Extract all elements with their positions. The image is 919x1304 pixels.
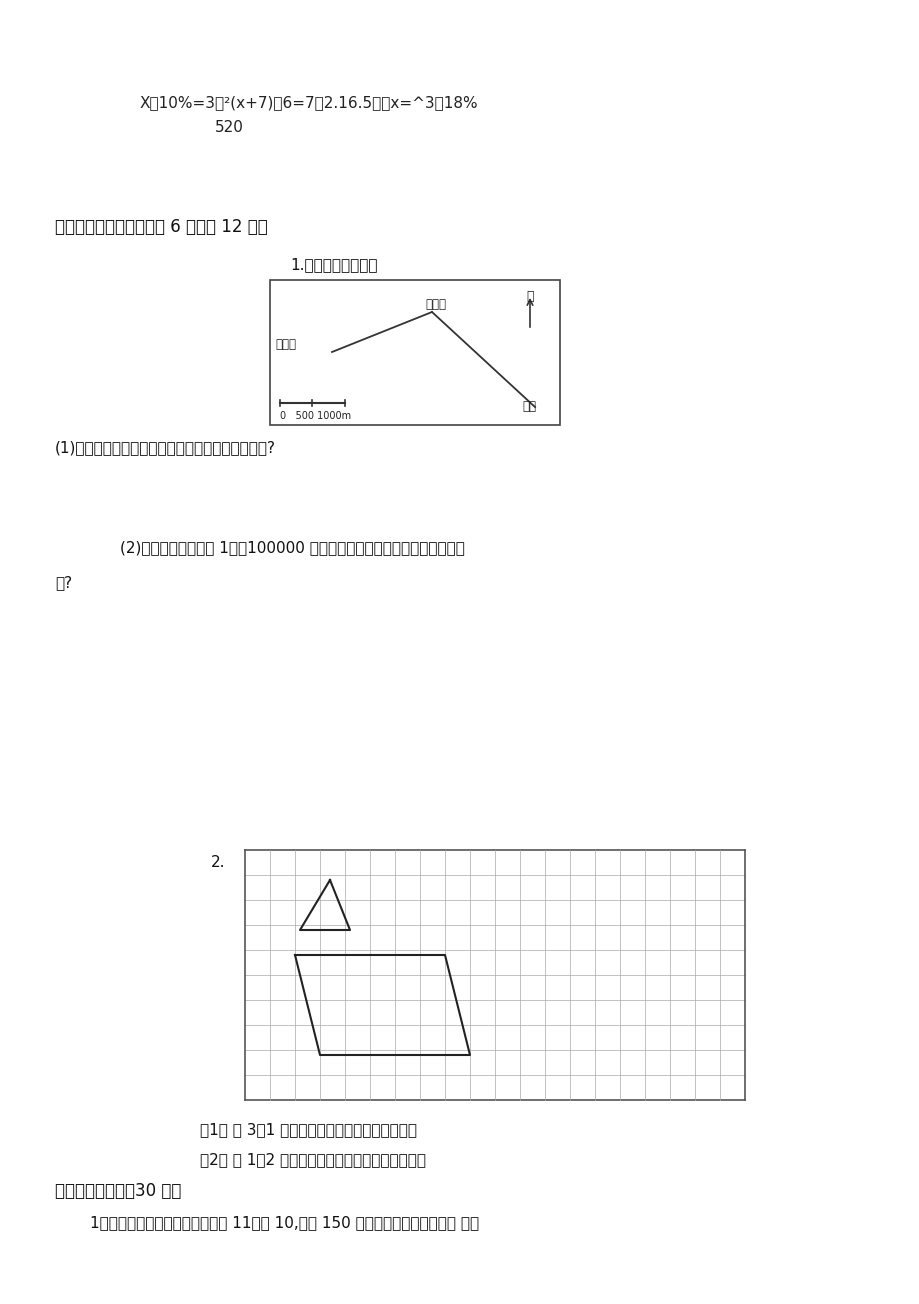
Text: 火车站: 火车站 xyxy=(275,338,296,351)
Text: 小明家: 小明家 xyxy=(425,299,446,310)
Text: 六、活学活用。（30 分）: 六、活学活用。（30 分） xyxy=(55,1181,181,1200)
Text: 北: 北 xyxy=(526,289,533,303)
Text: 2.: 2. xyxy=(210,855,225,870)
Text: （2） 按 1：2 的比例画出平行四边形缩小后的图形: （2） 按 1：2 的比例画出平行四边形缩小后的图形 xyxy=(199,1151,425,1167)
Text: 超市: 超市 xyxy=(521,400,536,413)
FancyBboxPatch shape xyxy=(269,280,560,425)
Text: 1.量一量，算一算。: 1.量一量，算一算。 xyxy=(289,257,377,273)
Text: 0   500 1000m: 0 500 1000m xyxy=(279,411,351,421)
Text: 1．相同质量的冰和水的体积比是 11：　 10,现有 150 升水，结成冰后的体积是 多少: 1．相同质量的冰和水的体积比是 11： 10,现有 150 升水，结成冰后的体积… xyxy=(90,1215,479,1230)
Text: 520: 520 xyxy=(215,120,244,136)
Text: (1)小明家到超市和到火车站的实际距离分别是多少?: (1)小明家到超市和到火车站的实际距离分别是多少? xyxy=(55,439,276,455)
Text: X：10%=3：²(x+7)：6=7：2.16.5：　x=^3：18%: X：10%=3：²(x+7)：6=7：2.16.5： x=^3：18% xyxy=(140,95,478,110)
Text: 五、动手操作。（每小题 6 分，共 12 分）: 五、动手操作。（每小题 6 分，共 12 分） xyxy=(55,218,267,236)
Text: 少?: 少? xyxy=(55,575,72,589)
Text: （1） 按 3：1 的比例画出三角形放大后的图形。: （1） 按 3：1 的比例画出三角形放大后的图形。 xyxy=(199,1121,416,1137)
Text: (2)在另一幅比例尺为 1：　100000 的地图上，小明家与火车站的距离是多: (2)在另一幅比例尺为 1： 100000 的地图上，小明家与火车站的距离是多 xyxy=(119,540,464,556)
